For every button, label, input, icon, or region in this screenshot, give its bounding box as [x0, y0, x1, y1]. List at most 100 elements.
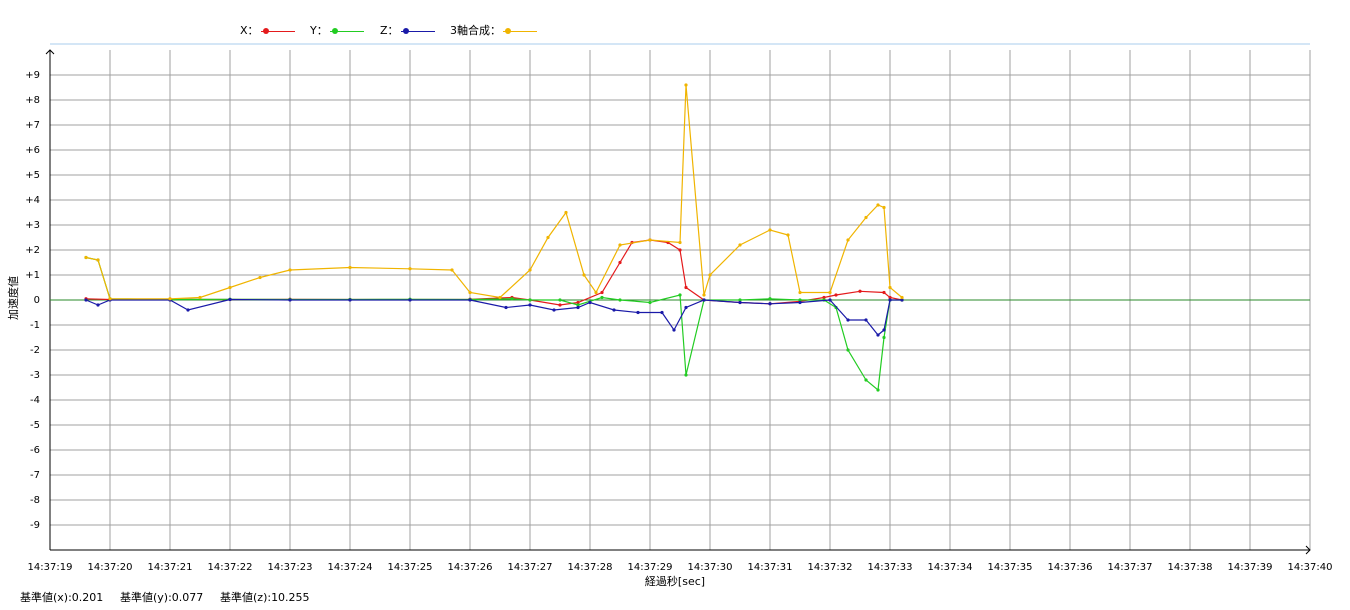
x-tick-label: 14:37:35: [988, 562, 1033, 573]
legend-swatch-x: [260, 26, 295, 36]
data-point-2: [882, 328, 886, 332]
x-tick-label: 14:37:29: [628, 562, 673, 573]
x-tick-label: 14:37:32: [808, 562, 853, 573]
x-axis-label: 経過秒[sec]: [644, 575, 706, 588]
legend-item-y: Y：: [310, 22, 364, 38]
legend-item-x: X：: [240, 22, 295, 38]
data-point-3: [786, 233, 790, 237]
y-tick-label: +9: [25, 70, 40, 81]
x-axis-arrow: [1305, 545, 1311, 555]
data-point-3: [798, 290, 802, 295]
data-point-2: [768, 302, 772, 306]
data-point-0: [618, 260, 622, 265]
y-axis-label: 加速度値: [7, 276, 20, 320]
data-point-2: [864, 318, 868, 322]
data-point-3: [648, 238, 652, 242]
data-point-1: [846, 348, 850, 352]
data-point-2: [84, 298, 88, 302]
x-tick-label: 14:37:19: [28, 562, 73, 573]
grid: [49, 43, 1311, 550]
legend-swatch-z: [400, 26, 435, 36]
x-tick-label: 14:37:38: [1168, 562, 1213, 573]
data-point-0: [600, 290, 604, 295]
x-tick-label: 14:37:33: [868, 562, 913, 573]
y-tick-label: +7: [25, 120, 40, 131]
y-tick-label: +2: [25, 245, 40, 256]
data-point-3: [168, 297, 172, 301]
y-tick-label: 0: [34, 295, 40, 306]
footer-baseline-x: 基準値(x):0.201: [20, 591, 104, 604]
data-point-3: [228, 285, 232, 290]
series-group: [84, 83, 904, 392]
data-point-2: [228, 297, 232, 302]
data-point-3: [84, 255, 88, 260]
x-tick-label: 14:37:25: [388, 562, 433, 573]
data-point-2: [888, 298, 892, 302]
data-point-3: [348, 265, 352, 270]
footer-baseline-y: 基準値(y):0.077: [120, 591, 204, 604]
x-tick-label: 14:37:30: [688, 562, 733, 573]
data-point-2: [900, 298, 904, 302]
data-point-3: [900, 295, 904, 300]
legend-item-z: Z：: [380, 22, 435, 38]
data-point-2: [702, 298, 706, 302]
x-tick-label: 14:37:27: [508, 562, 553, 573]
data-point-1: [684, 373, 688, 377]
x-tick-labels: 14:37:19 14:37:20 14:37:21 14:37:22 14:37:23…: [28, 562, 1333, 573]
y-axis-arrow: [45, 49, 55, 55]
axes: [45, 49, 1311, 555]
data-point-3: [882, 205, 886, 210]
data-point-1: [510, 297, 514, 301]
data-point-2: [672, 328, 676, 332]
data-point-2: [738, 300, 742, 305]
data-point-3: [828, 290, 832, 295]
data-point-1: [576, 303, 580, 307]
y-tick-label: +3: [25, 220, 40, 231]
data-point-3: [528, 268, 532, 272]
data-point-3: [96, 258, 100, 262]
data-point-2: [612, 308, 616, 312]
data-point-3: [888, 285, 892, 290]
y-tick-label: -4: [30, 395, 40, 406]
data-point-3: [678, 240, 682, 245]
data-point-1: [882, 335, 886, 340]
data-point-2: [528, 303, 532, 307]
data-point-3: [288, 268, 292, 272]
data-point-1: [618, 298, 622, 302]
data-point-2: [876, 333, 880, 337]
x-tick-label: 14:37:31: [748, 562, 793, 573]
y-tick-label: +4: [25, 195, 40, 206]
data-point-1: [558, 298, 562, 302]
data-point-3: [684, 83, 688, 87]
x-tick-label: 14:37:22: [208, 562, 253, 573]
legend-label-x: X：: [240, 24, 259, 37]
x-tick-label: 14:37:34: [928, 562, 973, 573]
x-tick-label: 14:37:36: [1048, 562, 1093, 573]
y-tick-label: -6: [30, 445, 40, 456]
y-tick-labels: +9 +8 +7 +6 +5 +4 +3 +2 +1 0 -1 -2 -3 -4 -5 -6 -7 -8 -9: [25, 70, 40, 531]
data-point-1: [648, 300, 652, 305]
data-point-3: [708, 273, 712, 277]
legend-label-composite: 3軸合成：: [450, 24, 501, 37]
data-point-0: [858, 289, 862, 293]
data-point-1: [600, 295, 604, 300]
data-point-1: [798, 298, 802, 302]
x-tick-label: 14:37:20: [88, 562, 133, 573]
data-point-2: [468, 298, 472, 302]
data-point-3: [498, 295, 502, 300]
data-point-2: [504, 305, 508, 310]
data-point-3: [198, 295, 202, 300]
x-tick-label: 14:37:39: [1228, 562, 1273, 573]
data-point-0: [822, 295, 826, 300]
y-tick-label: -8: [30, 495, 40, 506]
data-point-3: [738, 243, 742, 247]
series-line-3: [85, 84, 903, 300]
data-point-3: [564, 210, 568, 215]
y-tick-label: -7: [30, 470, 40, 481]
data-point-1: [738, 298, 742, 302]
data-point-2: [288, 298, 292, 302]
data-point-2: [348, 298, 352, 302]
data-point-1: [528, 298, 532, 302]
data-point-1: [864, 378, 868, 382]
